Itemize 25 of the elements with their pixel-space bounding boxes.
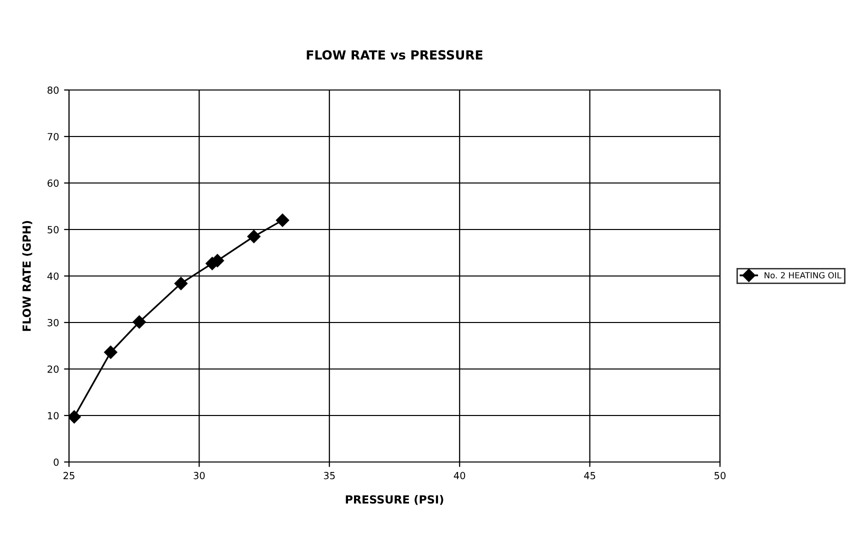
y-tick-label: 50: [48, 226, 59, 234]
y-tick-label: 20: [48, 365, 59, 373]
x-tick-label: 25: [64, 472, 74, 480]
point: [174, 276, 188, 290]
point: [69, 410, 81, 424]
x-tick-label: 35: [324, 472, 335, 480]
y-tick-label: 0: [54, 458, 59, 466]
y-tick-label: 80: [48, 86, 59, 94]
point: [276, 214, 290, 227]
y-tick-label: 70: [48, 132, 59, 140]
y-tick-label: 60: [48, 179, 59, 187]
x-tick-label: 30: [194, 472, 205, 480]
legend-label: No. 2 HEATING OIL: [764, 272, 842, 278]
chart-title: FLOW RATE vs PRESSURE: [306, 50, 482, 60]
y-tick-label: 30: [48, 318, 59, 326]
x-tick-label: 50: [714, 472, 726, 480]
x-axis-title: PRESSURE (PSI): [346, 495, 444, 505]
point: [104, 346, 118, 359]
y-axis-title: FLOW RATE (GPH): [22, 221, 32, 331]
x-tick-label: 40: [454, 472, 466, 480]
point: [132, 315, 146, 329]
point: [247, 230, 260, 244]
y-tick-label: 40: [47, 272, 59, 280]
y-tick-label: 10: [48, 412, 59, 420]
x-tick-label: 45: [584, 472, 596, 480]
